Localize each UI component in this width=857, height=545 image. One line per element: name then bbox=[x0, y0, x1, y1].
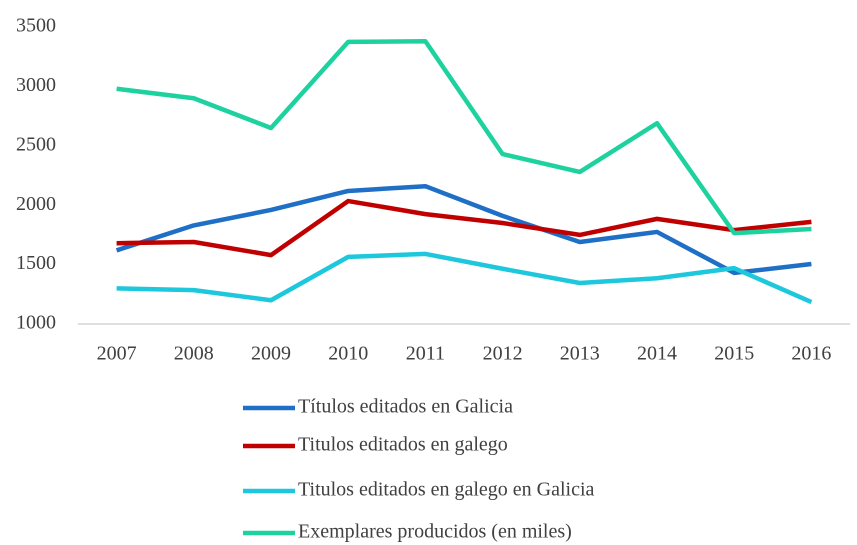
x-tick-label: 2014 bbox=[637, 343, 677, 365]
legend-label: Titulos editados en galego en Galicia bbox=[298, 479, 595, 501]
series-line bbox=[115, 183, 812, 276]
x-tick-label: 2015 bbox=[714, 343, 754, 365]
series-line bbox=[116, 39, 812, 236]
x-tick-label: 2010 bbox=[328, 343, 368, 365]
series-line bbox=[116, 198, 812, 258]
x-tick-label: 2008 bbox=[174, 343, 214, 365]
series-line bbox=[116, 251, 813, 305]
y-tick-label: 3000 bbox=[16, 74, 56, 96]
x-tick-label: 2011 bbox=[406, 343, 445, 365]
y-tick-label: 3500 bbox=[16, 15, 56, 37]
x-tick-label: 2009 bbox=[251, 343, 291, 365]
y-tick-label: 2500 bbox=[16, 133, 56, 155]
x-tick-label: 2012 bbox=[483, 343, 523, 365]
y-tick-label: 1000 bbox=[16, 312, 56, 334]
legend-label: Títulos editados en Galicia bbox=[298, 396, 513, 418]
legend-label: Exemplares producidos (en miles) bbox=[298, 521, 572, 543]
x-tick-label: 2013 bbox=[560, 343, 600, 365]
y-tick-label: 1500 bbox=[16, 252, 56, 274]
legend-label: Titulos editados en galego bbox=[298, 434, 508, 456]
x-tick-label: 2007 bbox=[97, 343, 137, 365]
x-tick-label: 2016 bbox=[791, 343, 831, 365]
y-tick-label: 2000 bbox=[16, 193, 56, 215]
